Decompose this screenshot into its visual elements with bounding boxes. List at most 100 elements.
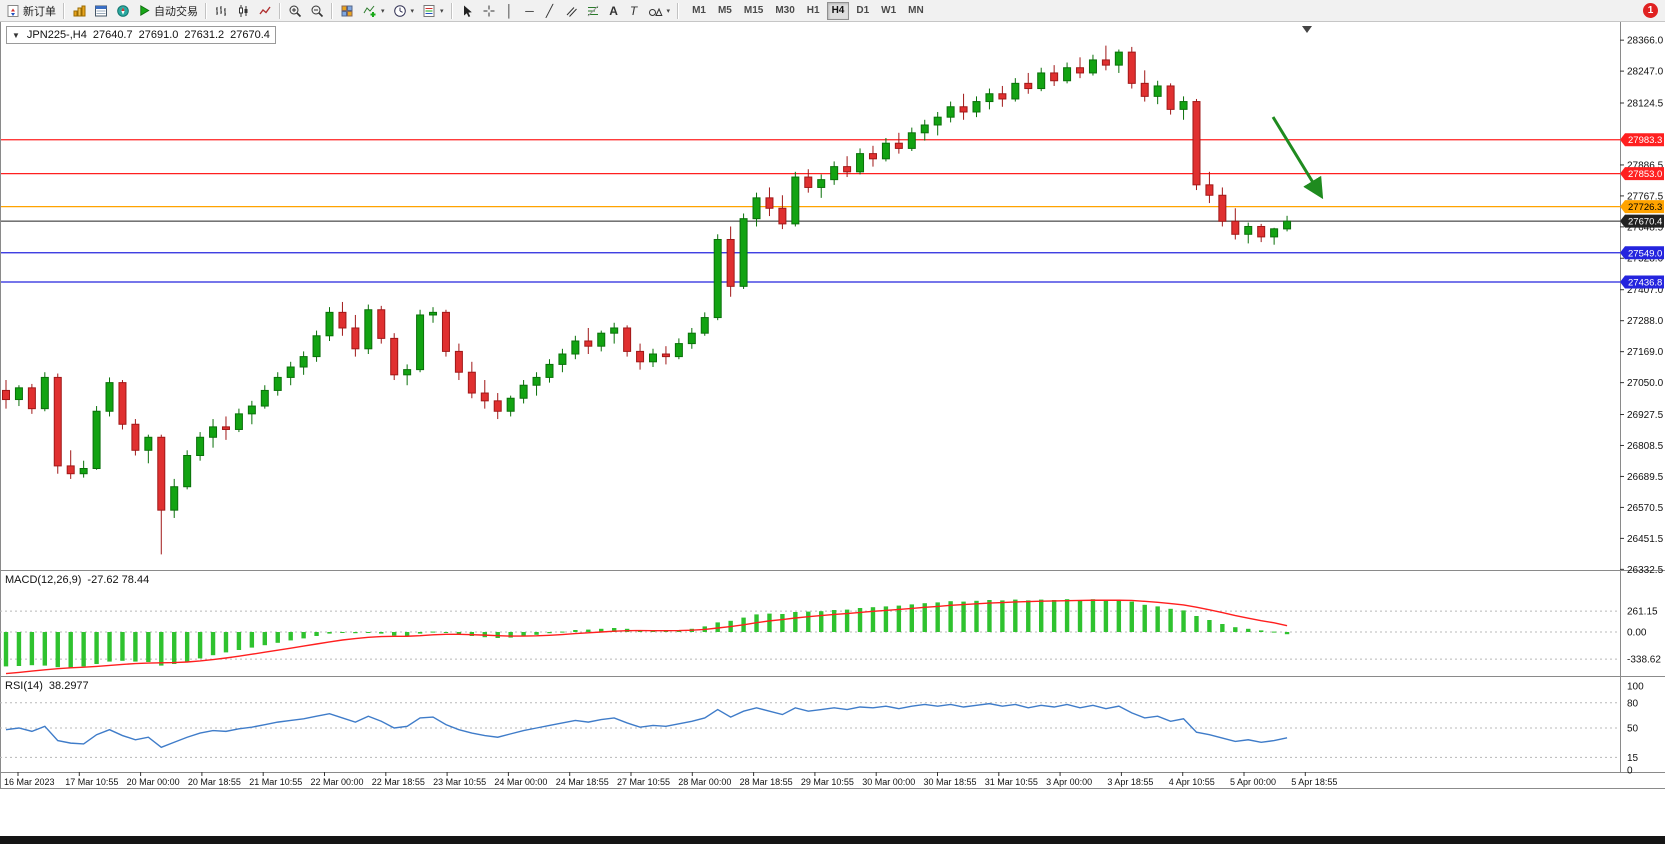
macd-histogram-bar <box>223 632 229 653</box>
market-watch-button[interactable] <box>68 1 90 21</box>
rsi-label: RSI(14) 38.2977 <box>5 680 89 692</box>
shapes-tool-button[interactable]: ▾ <box>644 1 675 21</box>
rsi-axis-label: 15 <box>1627 753 1639 764</box>
trend-arrow-annotation[interactable] <box>1271 116 1324 200</box>
price-badge: 27670.4 <box>1620 214 1664 228</box>
autotrading-play-icon <box>140 5 150 16</box>
channel-tool-button[interactable] <box>560 1 582 21</box>
candlestick <box>817 174 826 198</box>
rsi-axis-label: 50 <box>1627 724 1639 735</box>
cursor-tool-button[interactable] <box>456 1 478 21</box>
candlestick <box>1037 67 1046 92</box>
rsi-value: 38.2977 <box>48 680 89 692</box>
candlestick <box>221 416 230 440</box>
bar-chart-button[interactable] <box>210 1 232 21</box>
candlestick <box>27 383 36 414</box>
macd-histogram-bar <box>806 611 811 632</box>
autotrading-button[interactable]: 自动交易 <box>134 1 202 21</box>
macd-histogram-bar <box>340 632 345 633</box>
candlestick <box>584 327 593 354</box>
candlestick <box>558 348 567 373</box>
macd-histogram-bar <box>715 622 720 632</box>
label-tool-button[interactable]: T <box>624 1 644 21</box>
notification-badge[interactable]: 1 <box>1643 3 1658 18</box>
timeframe-button-h1[interactable]: H1 <box>802 2 825 20</box>
timeframe-button-d1[interactable]: D1 <box>851 2 874 20</box>
fibonacci-tool-button[interactable] <box>582 1 604 21</box>
macd-histogram-bar <box>456 632 462 635</box>
price-chart[interactable]: 28366.0 28247.0 28124.5 27886.5 27767.5 27648… <box>0 22 1665 790</box>
data-window-button[interactable] <box>90 1 112 21</box>
candlestick <box>649 348 657 368</box>
crosshair-tool-button[interactable] <box>478 1 500 21</box>
macd-histogram-bar <box>262 632 267 646</box>
channel-icon <box>566 6 577 17</box>
chart-shift-marker[interactable] <box>1302 26 1312 33</box>
vertical-line-tool-button[interactable]: │ <box>500 1 520 21</box>
candlestick <box>390 333 399 381</box>
vertical-line-icon: │ <box>505 3 514 18</box>
data-window-icon <box>95 5 107 16</box>
ohlc-collapse-arrow[interactable]: ▼ <box>12 30 20 40</box>
price-axis-label: 27886.5 <box>1627 160 1664 171</box>
periods-button[interactable]: ▾ <box>389 1 419 21</box>
candlestick <box>506 395 515 417</box>
time-axis-label: 3 Apr 18:55 <box>1107 777 1153 787</box>
indicators-icon <box>363 5 376 17</box>
macd-histogram-bar <box>780 614 785 632</box>
timeframe-button-m5[interactable]: M5 <box>713 2 737 20</box>
zoom-in-button[interactable] <box>284 1 306 21</box>
time-axis-label: 3 Apr 00:00 <box>1046 777 1092 787</box>
price-badge: 27853.0 <box>1620 167 1664 181</box>
macd-histogram-bar <box>883 606 889 632</box>
line-chart-icon <box>259 6 271 14</box>
time-axis-label: 24 Mar 18:55 <box>556 777 609 787</box>
horizontal-line-tool-button[interactable]: ─ <box>520 1 540 21</box>
templates-button[interactable]: ▾ <box>418 1 448 21</box>
macd-histogram-bar <box>379 632 384 634</box>
toolbar-separator <box>63 2 65 19</box>
new-order-button[interactable]: 新订单 <box>2 1 60 21</box>
time-axis-label: 28 Mar 00:00 <box>678 777 731 787</box>
candlestick <box>920 119 929 141</box>
candlestick-chart-button[interactable] <box>232 1 254 21</box>
candlestick <box>532 372 541 396</box>
macd-histogram-bar <box>767 613 772 632</box>
line-chart-button[interactable] <box>254 1 276 21</box>
macd-histogram-bar <box>1168 608 1173 632</box>
timeframe-button-w1[interactable]: W1 <box>876 2 901 20</box>
macd-label: MACD(12,26,9) -27.62 78.44 <box>5 574 149 586</box>
candlestick <box>493 393 502 420</box>
ohlc-high: 27691.0 <box>138 29 179 41</box>
timeframe-button-m30[interactable]: M30 <box>770 2 799 20</box>
candlestick <box>1270 227 1279 245</box>
timeframe-button-m15[interactable]: M15 <box>739 2 768 20</box>
trendline-tool-button[interactable]: ╱ <box>540 1 560 21</box>
text-tool-button[interactable]: A <box>604 1 624 21</box>
macd-histogram-bar <box>547 632 552 634</box>
tile-windows-button[interactable] <box>336 1 358 21</box>
candlestick <box>623 325 632 357</box>
timeframe-button-m1[interactable]: M1 <box>687 2 711 20</box>
macd-histogram-bar <box>327 632 332 634</box>
navigator-button[interactable] <box>112 1 134 21</box>
timeframe-button-mn[interactable]: MN <box>903 2 929 20</box>
candlestick <box>700 312 709 336</box>
candlestick <box>1179 96 1188 120</box>
macd-histogram-bar <box>353 632 358 634</box>
new-order-icon <box>7 4 19 17</box>
candlestick <box>170 478 179 518</box>
candlestick <box>40 372 49 412</box>
macd-histogram-bar <box>663 630 669 632</box>
time-axis-label: 27 Mar 10:55 <box>617 777 670 787</box>
candlestick <box>1231 208 1240 240</box>
candlestick <box>53 373 62 474</box>
macd-histogram-bar <box>586 629 591 632</box>
timeframe-button-h4[interactable]: H4 <box>826 1 850 20</box>
macd-histogram-bar <box>1155 606 1160 632</box>
candlestick <box>726 226 735 297</box>
indicators-button[interactable]: ▾ <box>358 1 389 21</box>
zoom-out-button[interactable] <box>306 1 328 21</box>
clock-icon <box>393 4 406 17</box>
chevron-down-icon: ▾ <box>666 7 671 15</box>
